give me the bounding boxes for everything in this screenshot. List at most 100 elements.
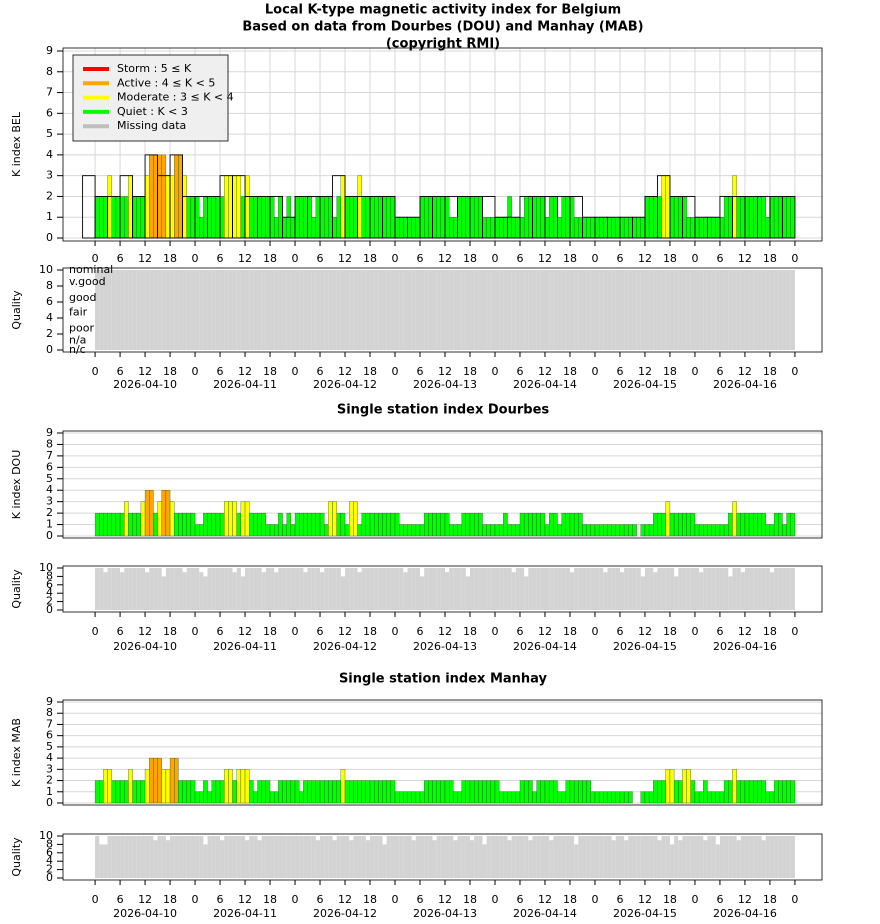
- bar: [657, 568, 662, 610]
- bar: [365, 568, 371, 610]
- bar: [390, 780, 396, 804]
- bar: [324, 836, 329, 878]
- bar: [228, 769, 233, 804]
- bar: [532, 791, 537, 804]
- bar: [144, 490, 150, 537]
- bar: [457, 196, 462, 239]
- bar: [207, 512, 212, 537]
- bar: [290, 217, 296, 239]
- bar: [465, 836, 470, 878]
- bar: [157, 568, 162, 610]
- bar: [257, 840, 262, 878]
- bar: [761, 840, 766, 878]
- bar: [415, 270, 421, 350]
- x-tick-label: 6: [217, 252, 224, 265]
- y-tick-label: 2: [46, 595, 53, 608]
- bar: [461, 196, 467, 239]
- bar: [703, 568, 708, 610]
- bar: [632, 568, 637, 610]
- bar: [503, 568, 508, 610]
- bar: [257, 780, 262, 804]
- bar: [478, 270, 483, 350]
- bar: [207, 791, 212, 804]
- bar: [728, 512, 733, 537]
- bar: [478, 196, 483, 239]
- y-tick-label: 0: [46, 871, 53, 884]
- x-tick-label: 18: [163, 365, 177, 378]
- bar: [290, 836, 296, 878]
- bar: [399, 568, 404, 610]
- bar: [407, 568, 412, 610]
- bar: [782, 270, 787, 350]
- bar: [232, 270, 237, 350]
- bar: [569, 270, 575, 350]
- quality-label: n/a: [69, 333, 86, 346]
- bar: [419, 196, 425, 239]
- bar: [290, 524, 296, 537]
- bar: [599, 568, 604, 610]
- bar: [753, 780, 758, 804]
- bar: [436, 512, 442, 537]
- bar: [182, 270, 187, 350]
- bar: [507, 840, 512, 878]
- y-tick-label: 6: [46, 295, 53, 308]
- bar: [449, 270, 454, 350]
- bar: [103, 769, 108, 804]
- bar: [640, 836, 645, 878]
- bar: [132, 568, 137, 610]
- bar: [115, 836, 121, 878]
- bar: [669, 769, 675, 804]
- y-tick-label: 9: [46, 426, 53, 439]
- bar: [548, 780, 554, 804]
- bar: [661, 780, 666, 804]
- bar: [290, 270, 296, 350]
- y-tick-label: 5: [46, 472, 53, 485]
- bar: [449, 568, 454, 610]
- bar: [278, 196, 283, 239]
- bar: [561, 791, 566, 804]
- bar: [761, 196, 766, 239]
- bar: [740, 196, 746, 239]
- bar: [428, 512, 433, 537]
- bar: [174, 836, 179, 878]
- bar: [299, 270, 304, 350]
- bar: [394, 217, 400, 239]
- bar: [399, 791, 404, 804]
- bar: [103, 512, 108, 537]
- bar: [415, 836, 421, 878]
- bar: [519, 780, 525, 804]
- bar: [582, 270, 587, 350]
- bar: [707, 270, 712, 350]
- chart-title: (copyright RMI): [386, 37, 500, 52]
- bar: [407, 836, 412, 878]
- date-label: 2026-04-12: [313, 640, 377, 653]
- bar: [553, 196, 558, 239]
- bar: [136, 196, 142, 239]
- bar: [411, 791, 417, 804]
- bar: [532, 568, 537, 610]
- y-tick-label: 4: [46, 311, 53, 324]
- bar: [494, 217, 500, 239]
- bar: [569, 512, 575, 537]
- bar: [786, 836, 791, 878]
- legend-label: Active : 4 ≤ K < 5: [117, 76, 215, 89]
- bar: [523, 196, 529, 239]
- bar: [744, 780, 750, 804]
- bar: [661, 270, 666, 350]
- bar: [507, 524, 512, 537]
- bar: [449, 836, 454, 878]
- bar: [382, 844, 387, 878]
- bar: [690, 270, 695, 350]
- bar: [390, 512, 396, 537]
- bar: [553, 270, 558, 350]
- k-box: [781, 195, 796, 239]
- bar: [436, 836, 441, 878]
- bar: [220, 270, 225, 350]
- bar: [461, 780, 467, 804]
- bar: [120, 270, 125, 350]
- bar: [228, 501, 233, 537]
- bar: [386, 836, 391, 878]
- bar: [411, 568, 416, 610]
- bar: [307, 512, 312, 537]
- bar: [145, 836, 150, 878]
